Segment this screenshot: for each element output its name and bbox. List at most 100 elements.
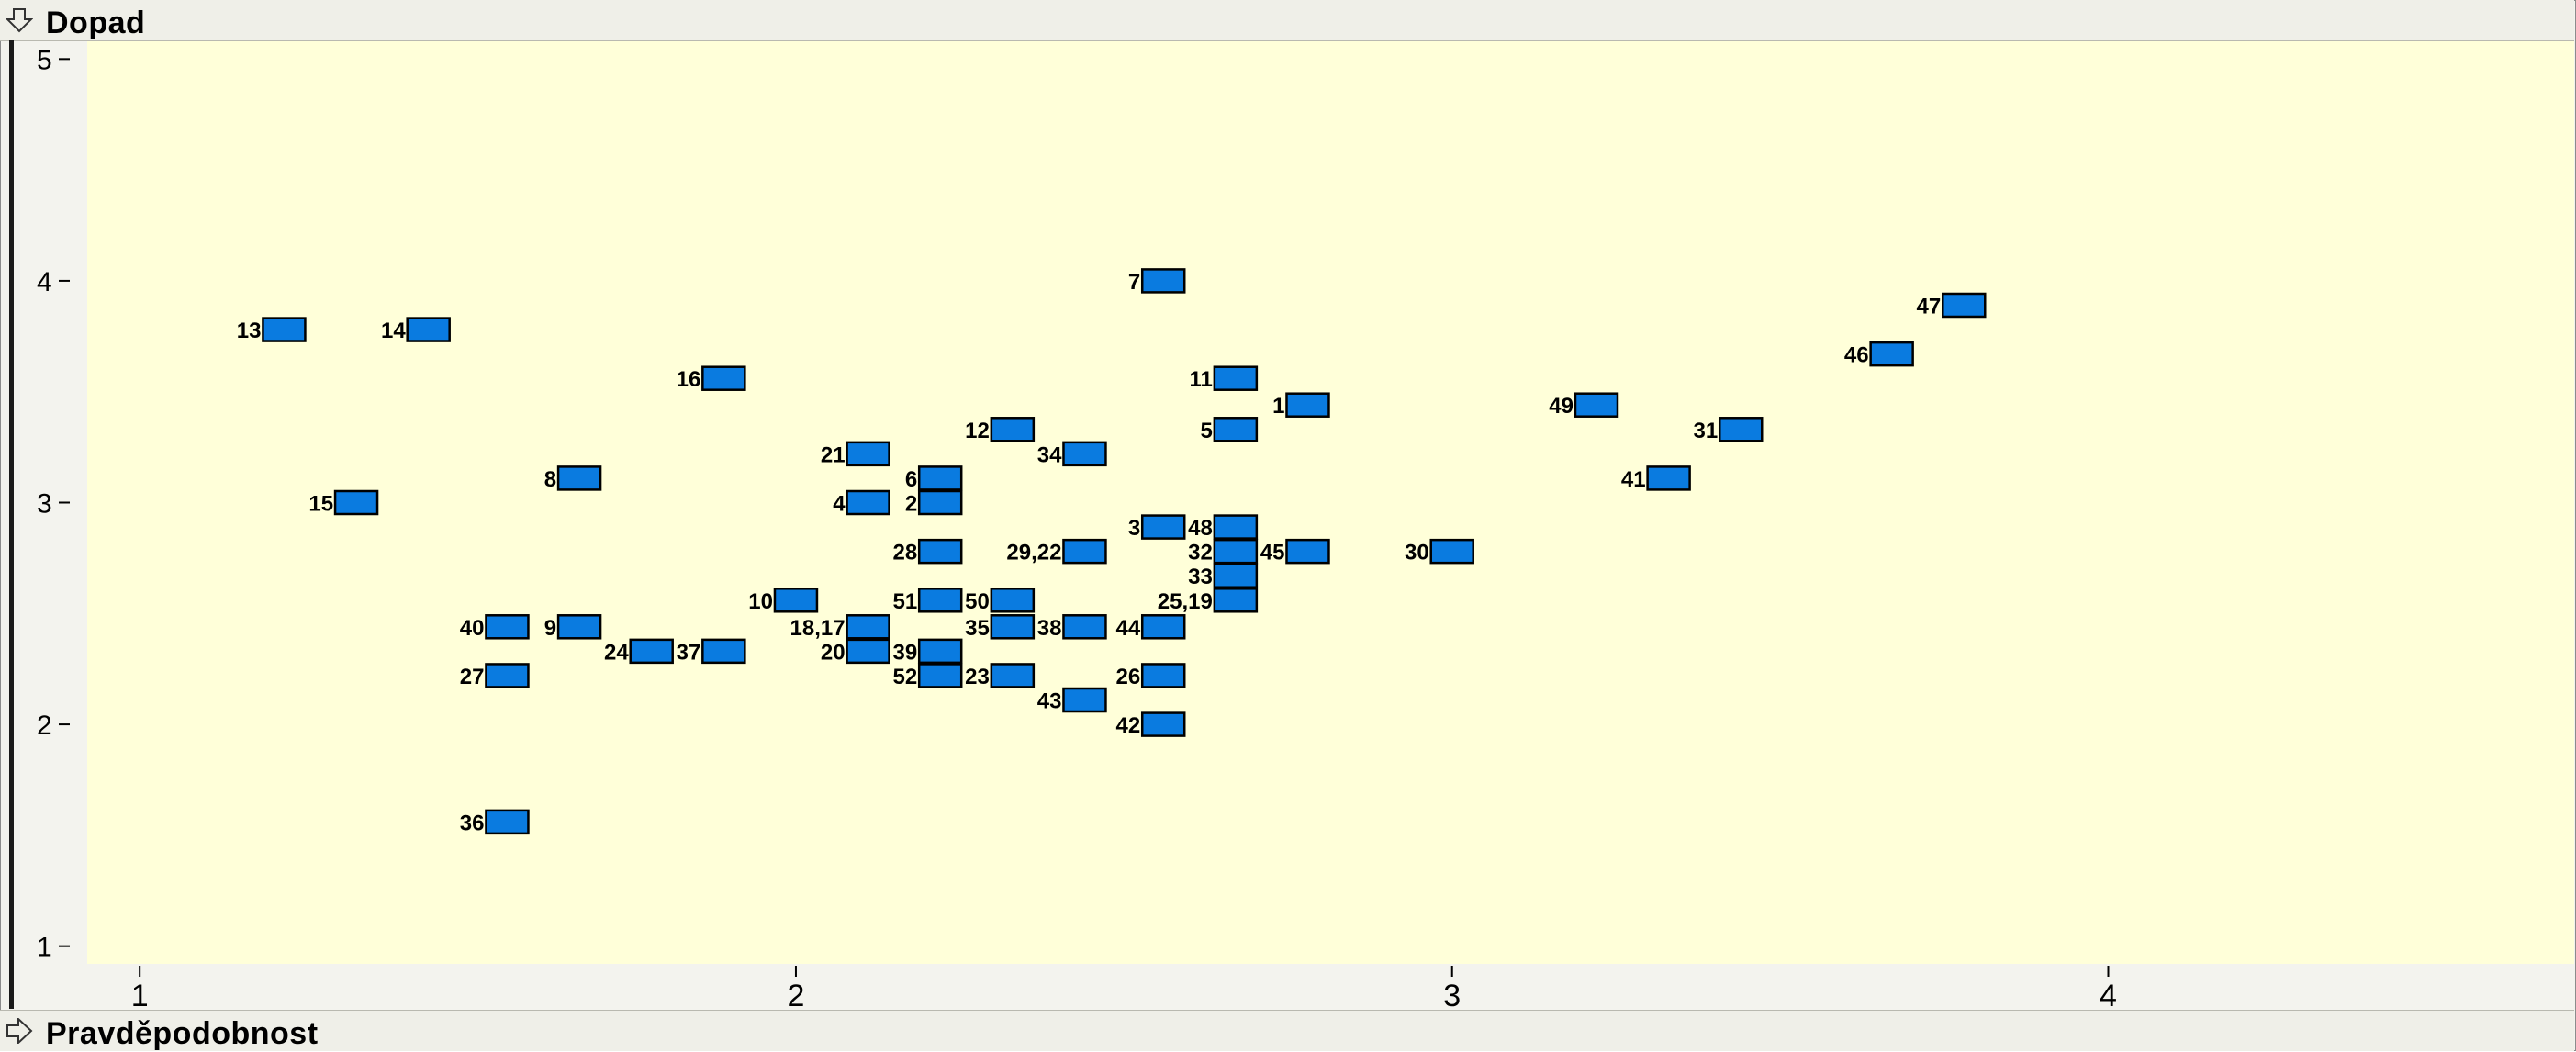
data-point-label: 5 bbox=[1200, 419, 1212, 443]
data-point-marker[interactable] bbox=[262, 317, 307, 342]
data-point-label: 43 bbox=[1037, 689, 1062, 714]
data-point-label: 13 bbox=[237, 319, 262, 343]
y-tick-label: 3 bbox=[37, 489, 52, 520]
data-point-marker[interactable] bbox=[990, 663, 1036, 688]
data-point-label: 45 bbox=[1260, 541, 1285, 565]
data-point-label: 12 bbox=[965, 419, 990, 443]
data-point-marker[interactable] bbox=[1718, 417, 1764, 442]
data-point-label: 29,22 bbox=[1006, 541, 1061, 565]
data-point-label: 3 bbox=[1128, 516, 1140, 541]
data-point-marker[interactable] bbox=[1140, 711, 1186, 737]
data-point-label: 49 bbox=[1549, 394, 1574, 419]
data-point-marker[interactable] bbox=[556, 614, 602, 640]
data-point-marker[interactable] bbox=[917, 663, 963, 688]
data-point-marker[interactable] bbox=[1213, 365, 1259, 391]
data-point-marker[interactable] bbox=[556, 465, 602, 491]
data-point-marker[interactable] bbox=[1646, 465, 1691, 491]
data-point-marker[interactable] bbox=[917, 538, 963, 565]
data-point-marker[interactable] bbox=[1213, 417, 1259, 442]
data-point-label: 40 bbox=[460, 616, 485, 641]
data-point-label: 14 bbox=[381, 319, 406, 343]
data-point-marker[interactable] bbox=[485, 809, 530, 835]
data-point-marker[interactable] bbox=[1429, 538, 1474, 565]
data-point-marker[interactable] bbox=[701, 365, 746, 391]
y-axis: 1 2 3 4 5 bbox=[37, 45, 70, 963]
data-point-label: 20 bbox=[821, 640, 846, 665]
data-point-label: 31 bbox=[1694, 419, 1719, 443]
data-point-label: 2 bbox=[905, 492, 917, 517]
data-point-label: 30 bbox=[1405, 541, 1429, 565]
data-point-marker[interactable] bbox=[917, 638, 963, 665]
x-axis: 1 2 3 4 bbox=[131, 966, 2117, 1013]
data-point-marker[interactable] bbox=[1062, 538, 1107, 565]
data-point-marker[interactable] bbox=[1574, 392, 1619, 418]
data-point-marker[interactable] bbox=[1285, 538, 1330, 565]
data-point-marker[interactable] bbox=[990, 614, 1036, 640]
right-arrow-icon bbox=[6, 1018, 33, 1044]
data-point-label: 48 bbox=[1188, 516, 1213, 541]
data-point-marker[interactable] bbox=[1062, 614, 1107, 640]
data-point-marker[interactable] bbox=[1140, 614, 1186, 640]
data-point-marker[interactable] bbox=[701, 638, 746, 665]
data-point-label: 15 bbox=[308, 492, 333, 517]
data-point-marker[interactable] bbox=[1942, 292, 1987, 319]
data-point-marker[interactable] bbox=[846, 489, 890, 516]
data-point-label: 21 bbox=[821, 442, 846, 467]
data-point-label: 50 bbox=[965, 589, 990, 614]
data-point-marker[interactable] bbox=[1140, 663, 1186, 688]
data-point-marker[interactable] bbox=[1140, 268, 1186, 294]
data-point-marker[interactable] bbox=[1285, 392, 1330, 418]
data-point-label: 10 bbox=[748, 589, 773, 614]
data-point-label: 37 bbox=[677, 640, 701, 665]
data-point-marker[interactable] bbox=[917, 588, 963, 613]
data-point-marker[interactable] bbox=[1213, 514, 1259, 540]
data-point-marker[interactable] bbox=[990, 588, 1036, 613]
data-point-marker[interactable] bbox=[846, 614, 890, 640]
data-point-label: 42 bbox=[1116, 713, 1141, 738]
data-point-label: 51 bbox=[893, 589, 918, 614]
x-axis-header[interactable]: Pravděpodobnost bbox=[0, 1010, 2574, 1051]
data-point-label: 28 bbox=[893, 541, 918, 565]
data-point-marker[interactable] bbox=[1062, 441, 1107, 467]
y-tick-label: 2 bbox=[37, 711, 52, 741]
data-point-label: 24 bbox=[604, 640, 629, 665]
data-point-marker[interactable] bbox=[1140, 514, 1186, 540]
x-axis-title: Pravděpodobnost bbox=[46, 1016, 319, 1051]
data-point-marker[interactable] bbox=[629, 638, 674, 665]
data-point-marker[interactable] bbox=[1213, 538, 1259, 565]
data-point-label: 52 bbox=[893, 665, 918, 689]
data-point-marker[interactable] bbox=[485, 663, 530, 688]
data-point-label: 38 bbox=[1037, 616, 1062, 641]
x-tick-label: 1 bbox=[131, 979, 149, 1013]
data-point-label: 11 bbox=[1189, 367, 1212, 392]
data-point-label: 6 bbox=[905, 467, 917, 492]
x-tick-label: 3 bbox=[1443, 979, 1461, 1013]
y-tick-label: 1 bbox=[37, 933, 52, 963]
data-point-marker[interactable] bbox=[990, 417, 1036, 442]
data-point-marker[interactable] bbox=[1869, 341, 1914, 367]
data-point-label: 27 bbox=[460, 665, 485, 689]
data-point-marker[interactable] bbox=[485, 614, 530, 640]
down-arrow-icon bbox=[6, 8, 33, 33]
data-point-label: 33 bbox=[1188, 565, 1213, 589]
data-point-label: 9 bbox=[544, 616, 556, 641]
data-point-marker[interactable] bbox=[333, 489, 379, 516]
data-point-marker[interactable] bbox=[773, 588, 819, 613]
data-point-marker[interactable] bbox=[1062, 687, 1107, 713]
data-point-marker[interactable] bbox=[917, 489, 963, 516]
data-point-marker[interactable] bbox=[1213, 563, 1259, 588]
y-axis-header[interactable]: Dopad bbox=[0, 0, 2574, 41]
data-point-marker[interactable] bbox=[917, 465, 963, 491]
data-point-marker[interactable] bbox=[406, 317, 451, 342]
x-tick-label: 2 bbox=[787, 979, 804, 1013]
data-point-label: 8 bbox=[544, 467, 556, 492]
y-tick-label: 4 bbox=[37, 267, 52, 297]
data-point-label: 39 bbox=[893, 640, 918, 665]
data-point-label: 23 bbox=[965, 665, 990, 689]
data-point-marker[interactable] bbox=[1213, 588, 1259, 613]
data-point-label: 16 bbox=[677, 367, 701, 392]
data-point-marker[interactable] bbox=[846, 441, 890, 467]
data-point-label: 46 bbox=[1844, 343, 1869, 368]
data-point-marker[interactable] bbox=[846, 638, 890, 665]
